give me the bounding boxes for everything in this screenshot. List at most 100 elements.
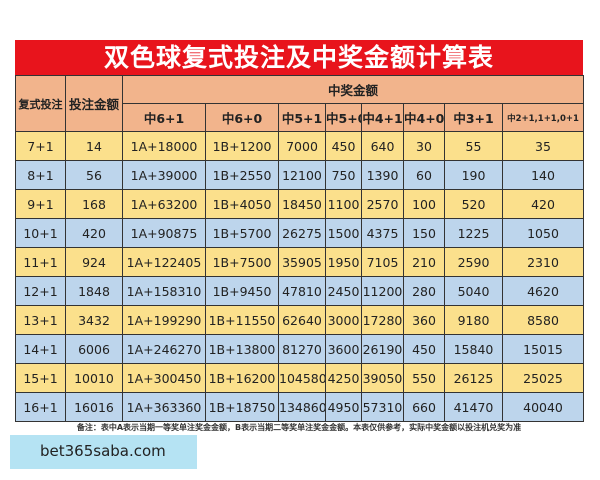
table-cell: 81270 <box>278 334 326 364</box>
table-cell: 17280 <box>361 305 404 335</box>
header-prize-column: 中3+1 <box>444 103 503 132</box>
table-cell: 420 <box>501 189 585 219</box>
header-bet-amount: 投注金额 <box>65 75 123 132</box>
table-cell: 9+1 <box>15 189 66 219</box>
table-cell: 26275 <box>278 218 326 248</box>
table-row: 10+1 420 1A+90875 1B+5700 26275 1500 4375 150 12… <box>15 218 585 248</box>
table-cell: 1390 <box>361 160 404 190</box>
header-prize-column: 中5+1 <box>278 103 326 132</box>
table-cell: 62640 <box>278 305 326 335</box>
table-cell: 1B+5700 <box>205 218 279 248</box>
header-prize-group: 中奖金额 <box>121 75 585 104</box>
table-cell: 660 <box>403 392 445 422</box>
table-cell: 1A+363360 <box>122 392 206 422</box>
table-cell: 7000 <box>278 131 326 161</box>
table-cell: 57310 <box>361 392 404 422</box>
table-cell: 1A+39000 <box>122 160 206 190</box>
table-row: 7+1 14 1A+18000 1B+1200 7000 450 640 30 55 35 <box>15 131 585 161</box>
header-prize-column: 中5+0 <box>325 103 362 132</box>
table-cell: 7105 <box>361 247 404 277</box>
table-cell: 47810 <box>278 276 326 306</box>
table-cell: 26125 <box>444 363 503 393</box>
header-bet-type: 复式投注 <box>15 75 66 132</box>
table-cell: 1A+122405 <box>122 247 206 277</box>
watermark-box: bet365saba.com <box>10 435 197 469</box>
table-cell: 60 <box>403 160 445 190</box>
table-cell: 1A+63200 <box>122 189 206 219</box>
table-cell: 450 <box>403 334 445 364</box>
table-cell: 924 <box>65 247 123 277</box>
table-cell: 140 <box>501 160 585 190</box>
table-cell: 12100 <box>278 160 326 190</box>
table-cell: 3432 <box>65 305 123 335</box>
table-cell: 1A+18000 <box>122 131 206 161</box>
table-cell: 550 <box>403 363 445 393</box>
table-cell: 2450 <box>325 276 362 306</box>
table-cell: 1B+18750 <box>205 392 279 422</box>
table-row: 9+1 168 1A+63200 1B+4050 18450 1100 2570 100 520… <box>15 189 585 219</box>
table-cell: 11200 <box>361 276 404 306</box>
table-cell: 14 <box>65 131 123 161</box>
header-prize-column: 中6+0 <box>205 103 279 132</box>
table-cell: 450 <box>325 131 362 161</box>
table-cell: 18450 <box>278 189 326 219</box>
table-cell: 25025 <box>501 363 585 393</box>
table-cell: 15+1 <box>15 363 66 393</box>
table-cell: 1950 <box>325 247 362 277</box>
table-cell: 2570 <box>361 189 404 219</box>
prize-table: 复式投注 投注金额 中奖金额 中6+1中6+0中5+1中5+0中4+1中4+0中… <box>15 75 585 422</box>
header-prize-column: 中2+1,1+1,0+1 <box>501 103 585 132</box>
table-cell: 1B+11550 <box>205 305 279 335</box>
watermark-text: bet365saba.com <box>40 442 166 460</box>
table-cell: 1225 <box>444 218 503 248</box>
table-cell: 10010 <box>65 363 123 393</box>
table-cell: 1A+158310 <box>122 276 206 306</box>
table-cell: 420 <box>65 218 123 248</box>
table-cell: 1500 <box>325 218 362 248</box>
table-cell: 8+1 <box>15 160 66 190</box>
table-cell: 15015 <box>501 334 585 364</box>
table-cell: 1B+4050 <box>205 189 279 219</box>
table-cell: 35905 <box>278 247 326 277</box>
table-cell: 8580 <box>501 305 585 335</box>
table-cell: 640 <box>361 131 404 161</box>
table-cell: 1A+246270 <box>122 334 206 364</box>
table-cell: 4950 <box>325 392 362 422</box>
table-cell: 30 <box>403 131 445 161</box>
table-cell: 4620 <box>501 276 585 306</box>
table-row: 11+1 924 1A+122405 1B+7500 35905 1950 7105 210 2… <box>15 247 585 277</box>
table-cell: 1B+16200 <box>205 363 279 393</box>
table-cell: 1B+13800 <box>205 334 279 364</box>
table-cell: 134860 <box>278 392 326 422</box>
table-cell: 520 <box>444 189 503 219</box>
table-cell: 2310 <box>501 247 585 277</box>
table-cell: 4375 <box>361 218 404 248</box>
table-cell: 1A+199290 <box>122 305 206 335</box>
table-cell: 9180 <box>444 305 503 335</box>
table-cell: 210 <box>403 247 445 277</box>
table-row: 13+1 3432 1A+199290 1B+11550 62640 3000 17280 3… <box>15 305 585 335</box>
table-cell: 168 <box>65 189 123 219</box>
table-cell: 1B+7500 <box>205 247 279 277</box>
table-row: 8+1 56 1A+39000 1B+2550 12100 750 1390 60 190 140 <box>15 160 585 190</box>
table-cell: 104580 <box>278 363 326 393</box>
header-prize-column: 中4+1 <box>361 103 404 132</box>
table-cell: 4250 <box>325 363 362 393</box>
table-cell: 1848 <box>65 276 123 306</box>
table-cell: 40040 <box>501 392 585 422</box>
table-cell: 39050 <box>361 363 404 393</box>
table-cell: 360 <box>403 305 445 335</box>
table-cell: 16+1 <box>15 392 66 422</box>
table-cell: 100 <box>403 189 445 219</box>
table-cell: 14+1 <box>15 334 66 364</box>
table-cell: 7+1 <box>15 131 66 161</box>
table-cell: 1050 <box>501 218 585 248</box>
header-prize-column: 中6+1 <box>122 103 206 132</box>
table-cell: 3600 <box>325 334 362 364</box>
table-cell: 2590 <box>444 247 503 277</box>
footnote: 备注：表中A表示当期一等奖单注奖金金额，B表示当期二等奖单注奖金金额。本表仅供参… <box>76 423 522 432</box>
table-row: 14+1 6006 1A+246270 1B+13800 81270 3600 26190 4… <box>15 334 585 364</box>
table-row: 12+1 1848 1A+158310 1B+9450 47810 2450 11200 28… <box>15 276 585 306</box>
header-prize-column: 中4+0 <box>403 103 445 132</box>
table-cell: 190 <box>444 160 503 190</box>
